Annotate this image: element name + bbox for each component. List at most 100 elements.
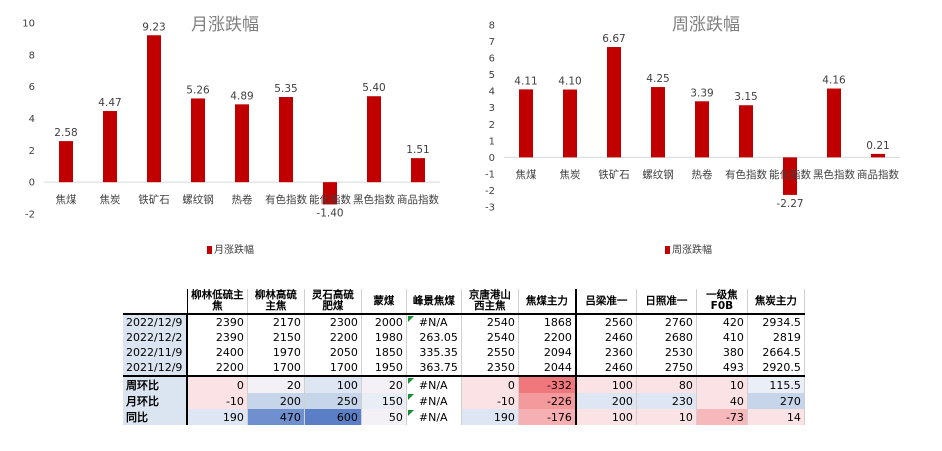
table-row-label: 周环比	[123, 375, 189, 393]
chart-0-ytick-label: 8	[29, 50, 35, 61]
chart-1-ytick-label: 8	[489, 21, 495, 32]
chart-0-category-label: 有色指数	[265, 193, 307, 206]
chart-0-data-label: 4.47	[98, 97, 121, 109]
table-cell: 2044	[518, 360, 577, 376]
table-cell: 250	[304, 393, 362, 409]
table-cell: 0	[187, 375, 248, 393]
chart-0-bar	[103, 111, 117, 183]
table-cell: 2530	[636, 345, 697, 360]
chart-0-bar	[367, 96, 381, 183]
chart-0-category-label: 焦炭	[100, 193, 121, 206]
table-cell: 2934.5	[747, 314, 805, 330]
table-cell: 100	[575, 409, 637, 425]
chart-0-data-label: 4.89	[230, 90, 253, 102]
table-row: 周环比 0 20 100 20 #N/A 0 -332 100 80 10 115.5	[123, 375, 805, 393]
table-cell: 1850	[361, 345, 407, 360]
table-cell: -226	[518, 393, 577, 409]
chart-1-category-label: 商品指数	[857, 168, 899, 181]
table-cell: 2094	[518, 345, 577, 360]
table-cell: #N/A	[406, 393, 462, 409]
chart-1-ytick-label: 2	[489, 120, 495, 131]
coal-price-table: 柳林低硫主焦 柳林高硫主焦 灵石高硫肥煤 蒙煤 峰景焦煤 京唐港山西主焦 焦煤主力 吕梁准一日…	[123, 289, 805, 425]
table-cell: -10	[187, 393, 248, 409]
table-column-header: 焦炭主力	[747, 289, 805, 315]
chart-0-bar	[235, 104, 249, 183]
table-cell: 14	[747, 409, 805, 425]
table-cell: 40	[696, 393, 748, 409]
table-row-label: 2022/11/9	[123, 345, 189, 360]
table-row: 2022/12/9 2390 2170 2300 2000 #N/A 2540 1868 256…	[123, 314, 805, 330]
chart-0-ytick-label: 2	[29, 146, 35, 157]
table-cell: 230	[636, 393, 697, 409]
table-column-header: 柳林高硫主焦	[247, 289, 305, 315]
chart-1-category-label: 螺纹钢	[642, 168, 674, 181]
table-cell: 150	[361, 393, 407, 409]
chart-1-bar	[739, 105, 753, 158]
table-cell: 410	[696, 330, 748, 345]
table-cell: 2390	[187, 330, 248, 345]
table-cell: 335.35	[406, 345, 462, 360]
chart-0-category-label: 热卷	[232, 193, 253, 206]
table-cell: 2760	[636, 314, 697, 330]
chart-0-ytick-label: 6	[29, 82, 35, 93]
chart-0-category-label: 铁矿石	[138, 193, 170, 206]
chart-1-category-label: 焦煤	[516, 168, 537, 181]
table-cell: 2170	[247, 314, 305, 330]
chart-0-bar	[59, 141, 73, 183]
table-cell: 2360	[575, 345, 637, 360]
chart-1-ytick-label: -3	[485, 203, 495, 214]
table-cell: 2200	[304, 330, 362, 345]
table-cell: 100	[575, 375, 637, 393]
chart-1-ytick-label: -2	[485, 186, 495, 197]
table-column-header: 蒙煤	[361, 289, 407, 315]
table-cell: 0	[461, 375, 519, 393]
table-cell: 2200	[518, 330, 577, 345]
table-cell: 2550	[461, 345, 519, 360]
chart-0-data-label: 5.40	[362, 82, 385, 94]
table-row: 同比 190 470 600 50 #N/A 190 -176 100 10 -73 14	[123, 409, 805, 425]
chart-1-ytick-label: 3	[489, 103, 495, 114]
table-column-header: 一级焦F0B	[696, 289, 748, 315]
table-cell: #N/A	[406, 375, 462, 393]
chart-0-category-label: 黑色指数	[353, 193, 395, 206]
table-row-label: 同比	[123, 409, 189, 425]
table-cell: 20	[247, 375, 305, 393]
chart-0-legend-swatch	[207, 246, 212, 254]
table-cell: 2300	[304, 314, 362, 330]
chart-1-ytick-label: 1	[489, 136, 495, 147]
chart-1-bar	[783, 157, 797, 195]
table-cell: 1700	[304, 360, 362, 376]
table-cell: 80	[636, 375, 697, 393]
table-row: 月环比 -10 200 250 150 #N/A -10 -226 200 230 40 270	[123, 393, 805, 409]
chart-1-category-label: 有色指数	[725, 168, 767, 181]
table-cell: 2664.5	[747, 345, 805, 360]
chart-1-ytick-label: -1	[485, 169, 495, 180]
table-column-header: 灵石高硫肥煤	[304, 289, 362, 315]
table-cell: 263.05	[406, 330, 462, 345]
table-cell: 363.75	[406, 360, 462, 376]
table-cell: 190	[187, 409, 248, 425]
table-cell: 2200	[187, 360, 248, 376]
chart-0-bar	[323, 182, 337, 205]
table-cell: 1980	[361, 330, 407, 345]
table-cell: #N/A	[406, 314, 462, 330]
table-row: 2021/12/9 2200 1700 1700 1950 363.75 2350 2044 2…	[123, 360, 805, 376]
table-cell: 420	[696, 314, 748, 330]
chart-1-ytick-label: 7	[489, 37, 495, 48]
table-cell: 2680	[636, 330, 697, 345]
chart-1-data-label: 4.16	[822, 75, 846, 87]
table-cell: 1970	[247, 345, 305, 360]
chart-1-ytick-label: 6	[489, 54, 495, 65]
chart-0-category-label: 焦煤	[56, 193, 77, 206]
table-cell: 10	[636, 409, 697, 425]
chart-1-category-label: 能化指数	[769, 168, 811, 181]
table-cell: 2540	[461, 330, 519, 345]
table-cell: #N/A	[406, 409, 462, 425]
table-cell: 200	[575, 393, 637, 409]
chart-0-category-label: 商品指数	[397, 193, 439, 206]
chart-1-data-label: 0.21	[866, 140, 889, 152]
table-column-header: 吕梁准一	[575, 289, 637, 315]
table-cell: 380	[696, 345, 748, 360]
chart-1-bar	[827, 88, 841, 158]
chart-0-category-label: 能化指数	[309, 193, 351, 206]
